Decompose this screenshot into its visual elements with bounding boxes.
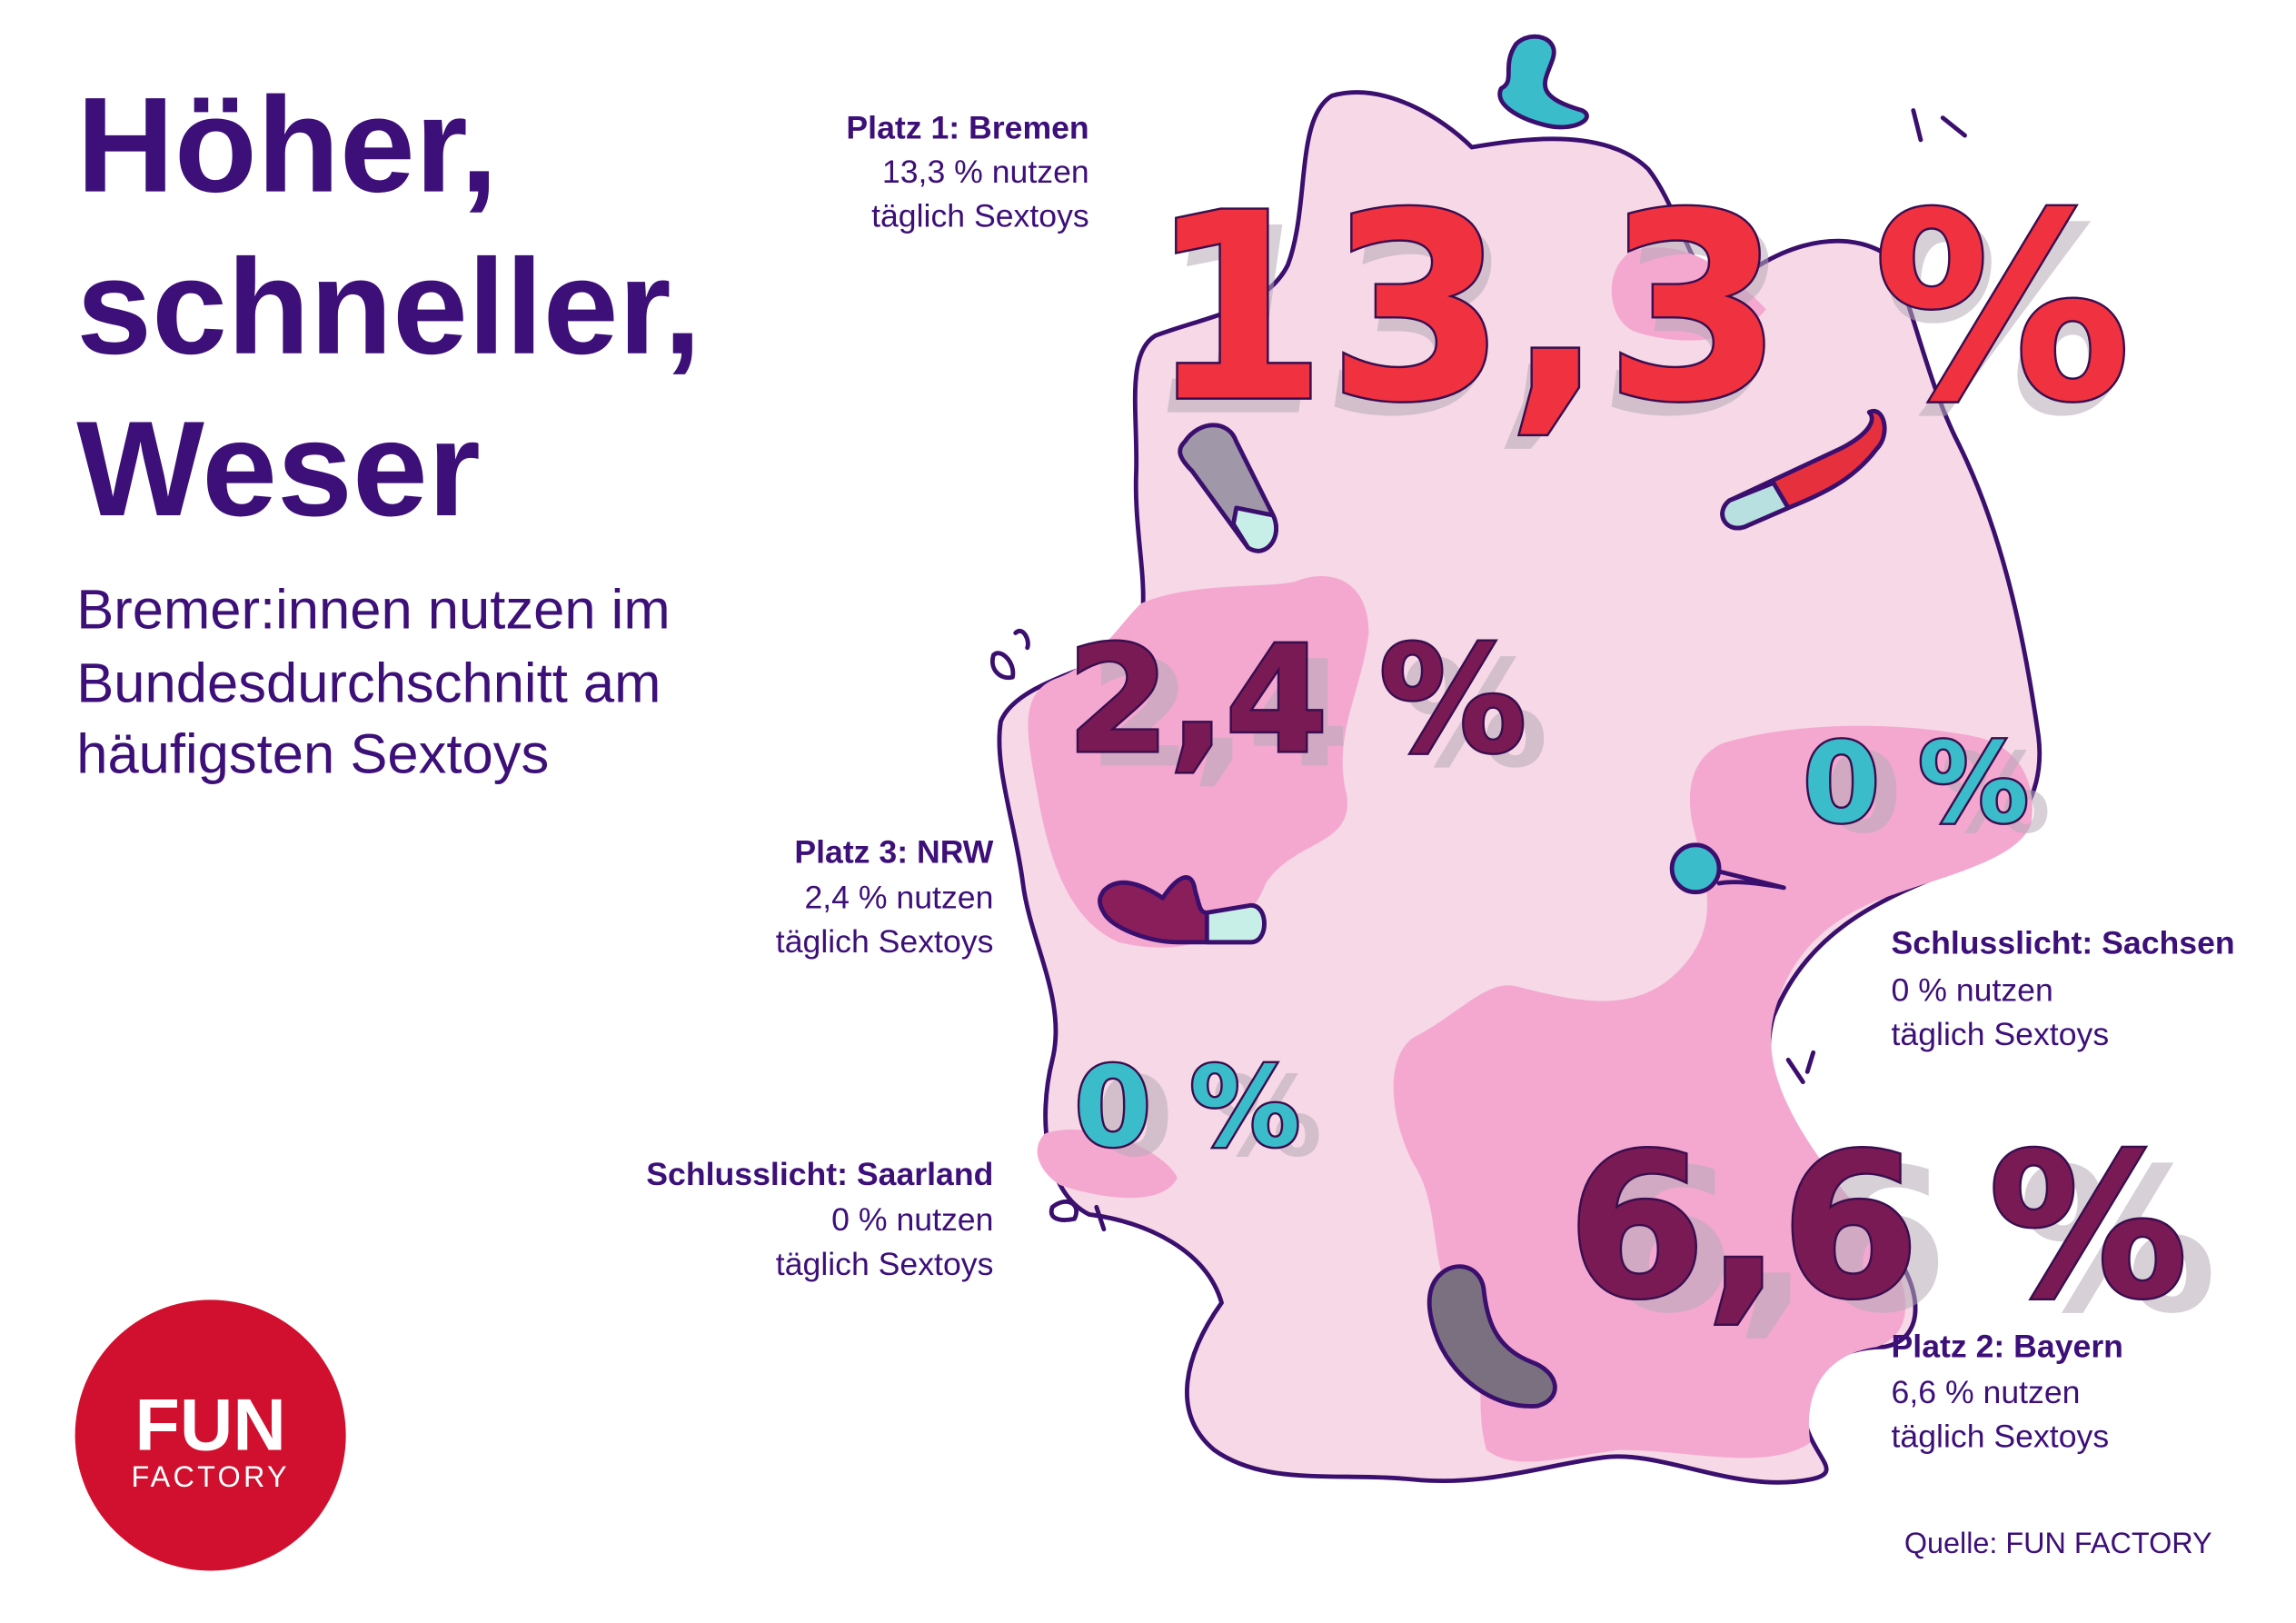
value-shadow: 2,4 % [1089, 630, 1549, 801]
region-heading: Schlusslicht: Sachsen [1892, 925, 2235, 961]
region-text: 2,4 % nutzen [804, 880, 993, 916]
big-value: 13,3 % [1148, 158, 2132, 458]
title-line: schneller, [76, 231, 701, 383]
region-text: täglich Sextoys [776, 923, 994, 960]
toy-decoration [989, 34, 1967, 1409]
region-text: täglich Sextoys [1892, 1418, 2110, 1454]
value-shadow: 6,6 % [1597, 1126, 2218, 1358]
region-heading: Platz 1: Bremen [846, 109, 1088, 145]
region-heading: Schlusslicht: Saarland [646, 1156, 993, 1192]
subtitle-line: Bremer:innen nutzen im [76, 579, 670, 642]
big-value: 0 % [1803, 719, 2029, 848]
region-text: täglich Sextoys [776, 1246, 994, 1282]
value-shadow: 13,3 % [1128, 174, 2153, 473]
subtitle-line: Bundesdurchschnitt am [76, 652, 661, 715]
map-region-highlight [1028, 575, 1369, 948]
logo-circle [75, 1299, 346, 1571]
region-heading: Platz 2: Bayern [1892, 1329, 2123, 1365]
big-value: 6,6 % [1567, 1111, 2188, 1343]
region-text: 6,6 % nutzen [1892, 1374, 2081, 1410]
map-region-highlight [1611, 247, 1766, 341]
region-text: 0 % nutzen [1892, 972, 2053, 1009]
value-shadow: 0 % [1097, 1053, 1323, 1182]
big-value: 2,4 % [1067, 615, 1526, 786]
title-line: Weser [76, 393, 481, 544]
source: Quelle: FUN FACTORY [1904, 1527, 2212, 1559]
value-shadow: 0 % [1825, 729, 2052, 858]
region-heading: Platz 3: NRW [794, 833, 993, 870]
map-region-highlight [1037, 1130, 1178, 1199]
region-text: 13,3 % nutzen [882, 154, 1089, 190]
subtitle-line: häufigsten Sextoys [76, 722, 549, 785]
logo-text: FACTORY [131, 1460, 289, 1493]
region-text: täglich Sextoys [1892, 1016, 2110, 1052]
region-text: 0 % nutzen [831, 1201, 993, 1238]
title-line: Höher, [76, 69, 498, 221]
region-text: täglich Sextoys [871, 198, 1089, 234]
map-region-highlight [1393, 725, 2033, 1462]
logo-text: FUN [134, 1385, 285, 1467]
big-value: 0 % [1075, 1042, 1301, 1171]
